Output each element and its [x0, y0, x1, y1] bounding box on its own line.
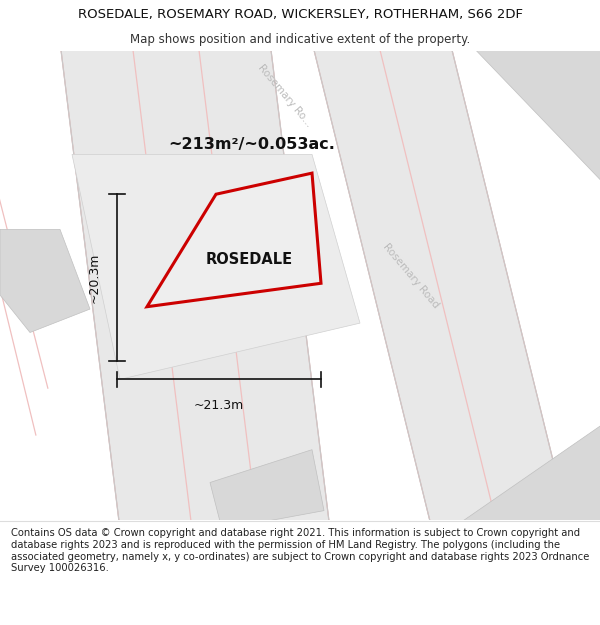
- Polygon shape: [0, 229, 90, 332]
- Text: ROSEDALE, ROSEMARY ROAD, WICKERSLEY, ROTHERHAM, S66 2DF: ROSEDALE, ROSEMARY ROAD, WICKERSLEY, ROT…: [77, 8, 523, 21]
- Text: Contains OS data © Crown copyright and database right 2021. This information is : Contains OS data © Crown copyright and d…: [11, 528, 589, 573]
- Text: ~20.3m: ~20.3m: [88, 253, 101, 302]
- Text: Rosemary Road: Rosemary Road: [381, 242, 441, 311]
- Text: ~213m²/~0.053ac.: ~213m²/~0.053ac.: [169, 138, 335, 152]
- Polygon shape: [450, 417, 600, 529]
- Polygon shape: [72, 154, 360, 379]
- Polygon shape: [210, 450, 324, 529]
- Polygon shape: [60, 42, 330, 529]
- Polygon shape: [468, 42, 600, 192]
- Text: ~21.3m: ~21.3m: [194, 399, 244, 412]
- Polygon shape: [312, 42, 570, 529]
- Text: Map shows position and indicative extent of the property.: Map shows position and indicative extent…: [130, 34, 470, 46]
- Text: ROSEDALE: ROSEDALE: [205, 253, 293, 268]
- Text: Rosemary Ro...: Rosemary Ro...: [256, 62, 314, 129]
- Polygon shape: [147, 173, 321, 307]
